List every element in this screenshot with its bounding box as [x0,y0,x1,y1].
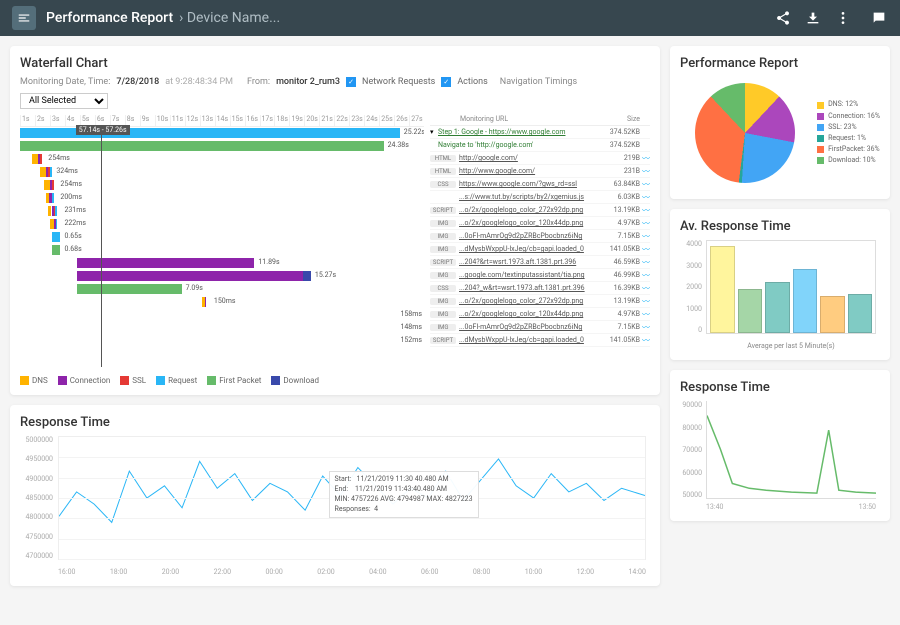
waterfall-table: Monitoring URL Size ▾Step 1: Google - ht… [430,115,650,370]
waterfall-legend: DNSConnectionSSLRequestFirst PacketDownl… [20,376,650,385]
table-row[interactable]: IMG...0oFI-mAmrOg9d2pZRBcPbocbnz6iNg7.15… [430,230,650,243]
waterfall-bar[interactable]: 254ms [20,179,424,192]
avg-response-card: Av. Response Time 40003000200010000 Aver… [670,209,890,360]
response-time-card: Response Time 50000004950000490000048500… [10,405,660,586]
performance-report-card: Performance Report DNS: 12%Connection: 1… [670,46,890,199]
response-small-chart[interactable] [706,401,876,499]
bar[interactable] [793,269,818,333]
waterfall-bar[interactable]: 0.68s [20,244,424,257]
waterfall-bar[interactable]: 24.38s [20,140,424,153]
waterfall-bar[interactable]: 222ms [20,218,424,231]
waterfall-bar[interactable]: 148ms [20,322,424,335]
top-bar: Performance Report › Device Name... [0,0,900,36]
waterfall-title: Waterfall Chart [20,56,650,71]
bar[interactable] [848,294,873,333]
response-time-chart[interactable]: Start: 11/21/2019 11:30 40.480 AMEnd: 11… [58,436,646,560]
bar[interactable] [710,246,735,333]
bar[interactable] [820,296,845,333]
table-row[interactable]: IMG...0oFI-mAmrOg9d2pZRBcPbocbnz6iNg7.15… [430,321,650,334]
table-row[interactable]: IMG...dMysbWxppU-lxJeg/cb=gapi.loaded_01… [430,243,650,256]
breadcrumb: › Device Name... [179,10,280,26]
table-row[interactable]: IMG...google.com/textinputassistant/tia.… [430,269,650,282]
table-row[interactable]: IMG...o/2x/googlelogo_color_120x44dp.png… [430,217,650,230]
waterfall-bar[interactable]: 11.89s [20,257,424,270]
waterfall-filters: Monitoring Date, Time: 7/28/2018 at 9:28… [20,77,650,109]
nav-select[interactable]: All Selected [20,93,108,109]
table-row[interactable]: Navigate to 'http://google.com'374.52KB [430,139,650,152]
response-time-title: Response Time [20,415,650,430]
waterfall-bar[interactable]: 231ms [20,205,424,218]
waterfall-card: Waterfall Chart Monitoring Date, Time: 7… [10,46,660,395]
table-row[interactable]: SCRIPT...o/2x/googlelogo_color_272x92dp.… [430,204,650,217]
waterfall-bar[interactable]: 152ms [20,335,424,348]
chart-tooltip: Start: 11/21/2019 11:30 40.480 AMEnd: 11… [329,471,479,518]
comment-icon[interactable] [870,9,888,27]
table-row[interactable]: IMG...o/2x/googlelogo_color_120x44dp.png… [430,308,650,321]
more-icon[interactable] [834,9,852,27]
pie-legend: DNS: 12%Connection: 16%SSL: 23%Request: … [817,99,880,166]
waterfall-bar[interactable]: 200ms [20,192,424,205]
waterfall-bar[interactable]: 324ms [20,166,424,179]
bar[interactable] [765,282,790,333]
waterfall-bar[interactable]: 150ms [20,296,424,309]
response-small-card: Response Time 9000080000700006000050000 … [670,370,890,521]
actions-checkbox[interactable]: ✓ [441,77,451,87]
table-row[interactable]: HTMLhttp://www.google.com/231B〰 [430,165,650,178]
menu-icon[interactable] [12,6,36,30]
waterfall-bar[interactable]: 0.65s [20,231,424,244]
table-row[interactable]: ▾Step 1: Google - https://www.google.com… [430,126,650,139]
table-row[interactable]: CSS...204?_w&rt=wsrt.1973.aft.1381.prt.3… [430,282,650,295]
waterfall-bar[interactable]: 158ms [20,309,424,322]
waterfall-bar[interactable]: 7.09s [20,283,424,296]
table-row[interactable]: ...s://www.tut.by/scripts/by2/xgemius.js… [430,191,650,204]
share-icon[interactable] [774,9,792,27]
table-row[interactable]: SCRIPT...dMysbWxppU-lxJeg/cb=gapi.loaded… [430,334,650,347]
waterfall-bar[interactable]: 15.27s [20,270,424,283]
table-row[interactable]: IMG...o/2x/googlelogo_color_272x92dp.png… [430,295,650,308]
table-row[interactable]: CSShttps://www.google.com/?gws_rd=ssl63.… [430,178,650,191]
page-title: Performance Report [46,10,173,26]
network-checkbox[interactable]: ✓ [346,77,356,87]
table-row[interactable]: HTMLhttp://google.com/219B〰 [430,152,650,165]
pie-chart[interactable] [695,83,795,183]
waterfall-bar[interactable]: 254ms [20,153,424,166]
bar[interactable] [738,289,763,333]
avg-response-chart[interactable] [706,240,876,334]
download-icon[interactable] [804,9,822,27]
waterfall-timeline[interactable]: 1s2s3s4s5s6s7s8s9s10s11s12s13s14s15s16s1… [20,115,424,370]
table-row[interactable]: SCRIPT...204?&rt=wsrt.1973.aft.1381.prt.… [430,256,650,269]
